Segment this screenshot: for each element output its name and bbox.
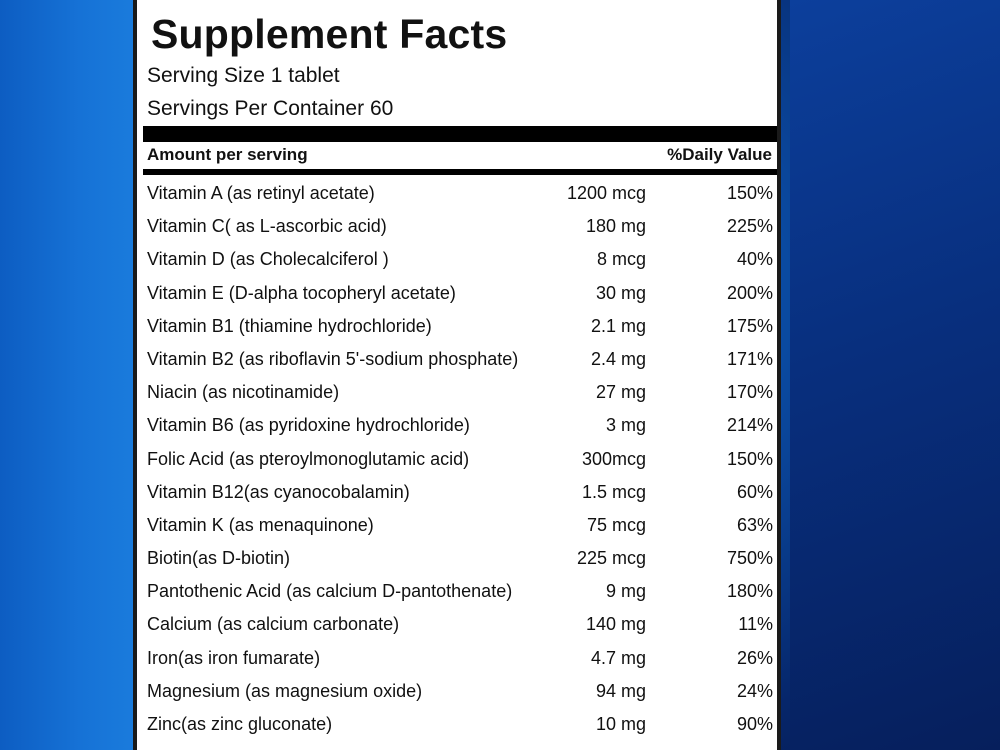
nutrient-name: Vitamin B6 (as pyridoxine hydrochloride) xyxy=(147,415,470,436)
nutrient-daily-value: 40% xyxy=(736,249,773,270)
nutrient-row: Vitamin A (as retinyl acetate) 1200 mcg 15… xyxy=(137,177,777,210)
nutrient-row: Vitamin B12(as cyanocobalamin) 1.5 mcg 60% xyxy=(137,476,777,509)
nutrient-daily-value: 60% xyxy=(736,481,773,502)
nutrient-list: Vitamin A (as retinyl acetate) 1200 mcg 15… xyxy=(137,177,777,741)
nutrient-row: Vitamin B1 (thiamine hydrochloride) 2.1 m… xyxy=(137,310,777,343)
thick-divider xyxy=(143,126,777,142)
nutrient-row: Calcium (as calcium carbonate) 140 mg 11% xyxy=(137,608,777,641)
nutrient-name: Calcium (as calcium carbonate) xyxy=(147,614,400,635)
nutrient-daily-value: 170% xyxy=(726,382,773,403)
nutrient-name: Vitamin A (as retinyl acetate) xyxy=(147,183,375,203)
nutrient-amount: 27 mg xyxy=(595,382,646,403)
nutrient-daily-value: 24% xyxy=(736,680,773,701)
nutrient-daily-value: 90% xyxy=(736,714,773,734)
nutrient-amount: 30 mg xyxy=(595,282,646,303)
label-title: Supplement Facts xyxy=(151,11,508,57)
nutrient-amount: 9 mg xyxy=(605,581,646,602)
nutrient-name: Vitamin K (as menaquinone) xyxy=(147,514,374,535)
nutrient-amount: 10 mg xyxy=(595,714,646,734)
nutrient-name: Vitamin B1 (thiamine hydrochloride) xyxy=(147,315,432,336)
nutrient-amount: 94 mg xyxy=(595,680,646,701)
nutrient-row: Vitamin E (D-alpha tocopheryl acetate) 30… xyxy=(137,277,777,310)
nutrient-daily-value: 150% xyxy=(726,448,773,469)
nutrient-row: Magnesium (as magnesium oxide) 94 mg 24% xyxy=(137,675,777,708)
nutrient-name: Iron(as iron fumarate) xyxy=(147,647,321,668)
nutrient-amount: 1.5 mcg xyxy=(581,481,646,502)
nutrient-amount: 3 mg xyxy=(605,415,646,436)
nutrient-amount: 2.4 mg xyxy=(590,348,646,369)
nutrient-amount: 300mcg xyxy=(581,448,646,469)
servings-per-container: Servings Per Container 60 xyxy=(147,97,394,120)
nutrient-row: Vitamin B6 (as pyridoxine hydrochloride)… xyxy=(137,409,777,442)
nutrient-daily-value: 63% xyxy=(736,514,773,535)
medium-divider xyxy=(143,169,777,175)
nutrient-row: Vitamin B2 (as riboflavin 5'-sodium phos… xyxy=(137,343,777,376)
nutrient-amount: 4.7 mg xyxy=(590,647,646,668)
nutrient-amount: 225 mcg xyxy=(576,548,646,569)
nutrient-daily-value: 750% xyxy=(726,548,773,569)
nutrient-amount: 180 mg xyxy=(585,216,646,237)
nutrient-amount: 1200 mcg xyxy=(566,183,646,203)
background-right xyxy=(790,0,1000,750)
nutrient-row: Niacin (as nicotinamide) 27 mg 170% xyxy=(137,376,777,409)
nutrient-row: Biotin(as D-biotin) 225 mcg 750% xyxy=(137,542,777,575)
nutrient-row: Iron(as iron fumarate) 4.7 mg 26% xyxy=(137,642,777,675)
nutrient-daily-value: 26% xyxy=(736,647,773,668)
nutrient-name: Pantothenic Acid (as calcium D-pantothen… xyxy=(147,581,513,602)
nutrient-row: Vitamin K (as menaquinone) 75 mcg 63% xyxy=(137,509,777,542)
nutrient-daily-value: 225% xyxy=(726,216,773,237)
nutrient-name: Vitamin E (D-alpha tocopheryl acetate) xyxy=(147,282,456,303)
nutrient-daily-value: 175% xyxy=(726,315,773,336)
nutrient-name: Vitamin B2 (as riboflavin 5'-sodium phos… xyxy=(147,348,519,369)
daily-value-header: %Daily Value xyxy=(667,145,772,164)
nutrient-amount: 75 mcg xyxy=(586,514,646,535)
nutrient-row: Zinc(as zinc gluconate) 10 mg 90% xyxy=(137,708,777,741)
nutrient-name: Vitamin C( as L-ascorbic acid) xyxy=(147,216,387,237)
nutrient-daily-value: 214% xyxy=(726,415,773,436)
nutrient-amount: 8 mcg xyxy=(596,249,646,270)
supplement-facts-label: Supplement Facts Serving Size 1 tablet S… xyxy=(133,0,781,750)
nutrient-name: Zinc(as zinc gluconate) xyxy=(147,714,333,734)
nutrient-daily-value: 200% xyxy=(726,282,773,303)
nutrient-daily-value: 171% xyxy=(726,348,773,369)
nutrient-daily-value: 180% xyxy=(726,581,773,602)
background-left xyxy=(0,0,133,750)
nutrient-name: Niacin (as nicotinamide) xyxy=(147,382,340,403)
nutrient-row: Vitamin D (as Cholecalciferol ) 8 mcg 40% xyxy=(137,243,777,276)
nutrient-name: Vitamin B12(as cyanocobalamin) xyxy=(147,481,410,502)
serving-size: Serving Size 1 tablet xyxy=(147,64,340,87)
nutrient-row: Vitamin C( as L-ascorbic acid) 180 mg 225% xyxy=(137,210,777,243)
nutrient-daily-value: 11% xyxy=(738,614,773,635)
nutrient-name: Biotin(as D-biotin) xyxy=(147,548,291,569)
nutrient-amount: 140 mg xyxy=(585,614,646,635)
nutrient-daily-value: 150% xyxy=(726,183,773,203)
nutrient-row: Pantothenic Acid (as calcium D-pantothen… xyxy=(137,575,777,608)
amount-per-serving-header: Amount per serving xyxy=(147,145,308,164)
nutrient-row: Folic Acid (as pteroylmonoglutamic acid)… xyxy=(137,443,777,476)
nutrient-name: Magnesium (as magnesium oxide) xyxy=(147,680,423,701)
nutrient-name: Vitamin D (as Cholecalciferol ) xyxy=(147,249,389,270)
nutrient-amount: 2.1 mg xyxy=(590,315,646,336)
nutrient-name: Folic Acid (as pteroylmonoglutamic acid) xyxy=(147,448,470,469)
